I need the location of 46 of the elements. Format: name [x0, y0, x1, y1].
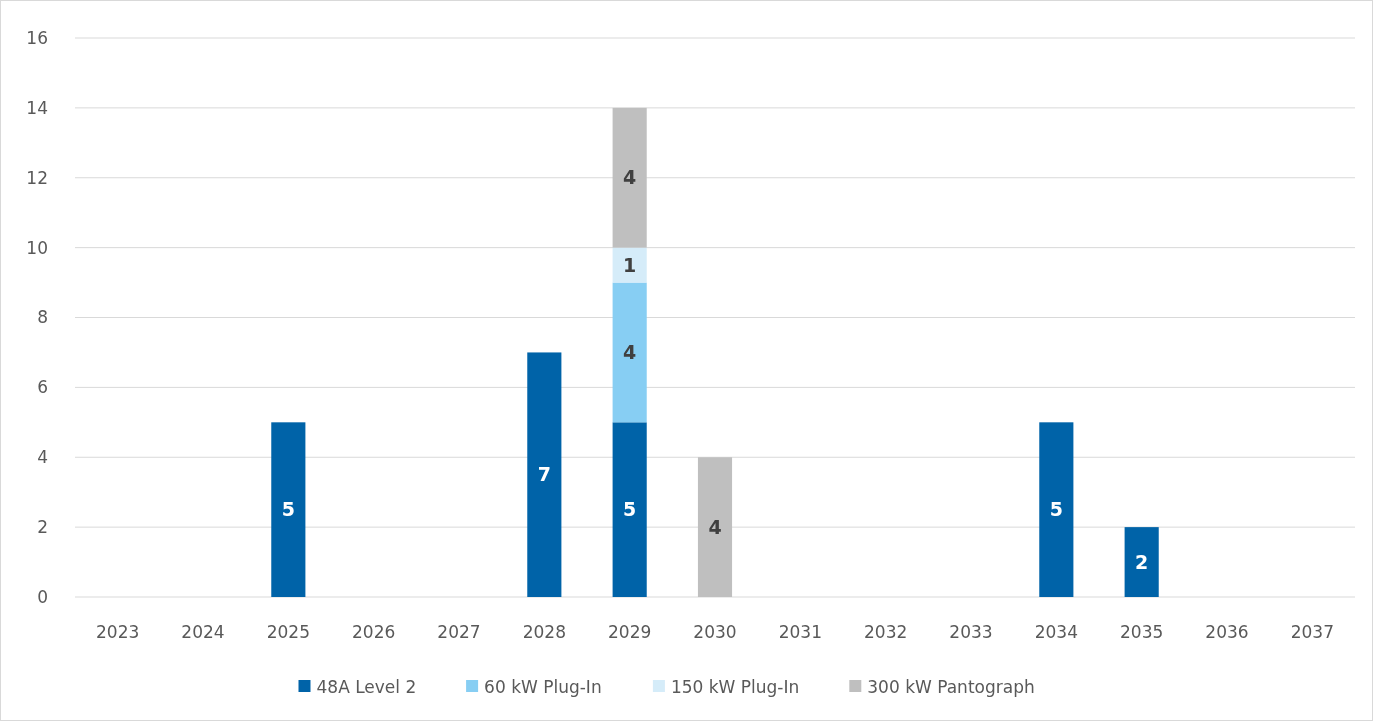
x-tick-label: 2026 — [352, 622, 396, 642]
data-label: 4 — [708, 515, 722, 538]
x-tick-label: 2035 — [1120, 622, 1164, 642]
legend-label: 60 kW Plug-In — [484, 676, 602, 697]
bar — [612, 422, 647, 597]
x-tick-label: 2023 — [96, 622, 140, 642]
y-tick-label: 12 — [26, 167, 48, 188]
bar — [271, 422, 306, 597]
x-tick-label: 2024 — [181, 622, 225, 642]
bar — [527, 352, 562, 597]
bar — [1124, 527, 1159, 597]
y-tick-label: 14 — [26, 97, 48, 118]
y-tick-label: 0 — [37, 586, 48, 607]
x-tick-label: 2030 — [693, 622, 737, 642]
x-tick-label: 2027 — [437, 622, 481, 642]
data-label: 5 — [623, 498, 637, 521]
x-tick-label: 2028 — [522, 622, 566, 642]
y-tick-label: 8 — [37, 307, 48, 328]
bar — [697, 457, 733, 597]
x-tick-label: 2034 — [1034, 622, 1078, 642]
data-label: 2 — [1135, 550, 1149, 573]
data-label: 4 — [623, 166, 637, 189]
legend-label: 150 kW Plug-In — [670, 676, 800, 697]
x-tick-label: 2033 — [949, 622, 993, 642]
x-tick-label: 2029 — [608, 622, 652, 642]
data-label: 5 — [281, 498, 295, 521]
bar — [612, 107, 647, 248]
bar — [612, 282, 647, 423]
y-tick-label: 10 — [26, 237, 48, 258]
x-tick-label: 2025 — [266, 622, 310, 642]
data-label: 7 — [537, 463, 551, 486]
y-tick-label: 2 — [37, 517, 48, 538]
bar — [612, 247, 647, 283]
x-tick-label: 2037 — [1290, 622, 1334, 642]
x-tick-label: 2031 — [778, 622, 822, 642]
data-label: 5 — [1049, 498, 1063, 521]
x-tick-label: 2036 — [1205, 622, 1249, 642]
bar — [1039, 422, 1074, 597]
data-label: 1 — [623, 253, 637, 276]
y-tick-label: 16 — [26, 27, 48, 48]
y-tick-label: 6 — [37, 377, 48, 398]
x-tick-label: 2032 — [864, 622, 908, 642]
y-tick-label: 4 — [37, 447, 48, 468]
legend-label: 48A Level 2 — [316, 676, 417, 697]
data-label: 4 — [623, 341, 637, 364]
legend-label: 300 kW Pantograph — [867, 676, 1035, 697]
